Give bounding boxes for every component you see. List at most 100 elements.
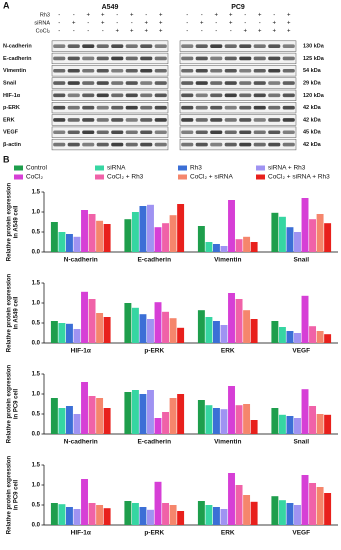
bar <box>286 227 294 252</box>
blot-band <box>96 56 109 61</box>
condition-sign: + <box>229 13 233 19</box>
bar <box>212 244 220 252</box>
blot-band <box>239 56 252 61</box>
y-tick-label: 1.0 <box>32 483 41 489</box>
blot-size: 29 kDa <box>303 81 322 87</box>
bar <box>301 475 309 525</box>
bar <box>316 331 324 343</box>
blot-band <box>253 130 266 135</box>
bar <box>301 295 309 343</box>
blot-band <box>239 81 252 85</box>
condition-sign: + <box>130 13 134 19</box>
blot-band <box>154 68 167 73</box>
blot-band <box>67 81 80 85</box>
condition-label: CoCl₂ <box>36 28 50 34</box>
blot-band <box>210 44 223 48</box>
bar <box>58 323 66 343</box>
bar <box>177 511 185 525</box>
blot-band <box>53 105 66 110</box>
blot-band <box>268 93 281 98</box>
blot-band <box>195 105 208 110</box>
legend-swatch <box>14 174 23 180</box>
bar <box>205 505 213 525</box>
blot-band <box>82 118 95 122</box>
blot-protein: N-cadherin <box>3 44 32 50</box>
bar <box>124 303 132 343</box>
panel-label: B <box>3 154 10 164</box>
bar <box>316 487 324 525</box>
blot-band <box>111 44 124 48</box>
blot-band <box>111 118 124 122</box>
blot-band <box>282 130 295 135</box>
bar <box>316 214 324 252</box>
bar <box>243 404 251 434</box>
bar <box>228 200 235 252</box>
y-tick-label: 0.5 <box>32 230 41 236</box>
bar <box>147 319 154 343</box>
bar <box>324 334 332 343</box>
y-tick-label: 1.0 <box>32 392 41 398</box>
blot-band <box>67 118 80 122</box>
y-axis-label: in PC9 cell <box>14 389 20 420</box>
blot-band <box>224 44 237 48</box>
blot-protein: VEGF <box>3 130 19 136</box>
bar <box>197 310 205 343</box>
condition-sign: + <box>243 29 247 35</box>
bar <box>131 390 139 434</box>
bar <box>169 215 177 252</box>
blot-band <box>96 93 109 98</box>
bar <box>177 204 185 252</box>
bar <box>243 310 251 343</box>
bar <box>235 239 243 252</box>
bar <box>50 398 58 434</box>
bar <box>212 321 220 343</box>
blot-band <box>125 68 138 73</box>
blot-band <box>67 142 80 147</box>
category-label: Vimentin <box>214 257 241 264</box>
blot-band <box>210 68 223 73</box>
blot-band <box>67 105 80 110</box>
legend-swatch <box>256 165 265 171</box>
bar <box>197 501 205 525</box>
blot-band <box>210 81 223 85</box>
bar <box>65 507 73 525</box>
bar <box>96 313 104 343</box>
category-label: Snail <box>293 439 309 446</box>
bar <box>96 505 104 525</box>
blot-band <box>154 105 167 110</box>
cell-line-title: PC9 <box>231 4 245 11</box>
y-tick-label: 0.0 <box>32 250 41 256</box>
blot-size: 130 kDa <box>303 44 325 50</box>
bar <box>162 223 170 252</box>
blot-band <box>82 142 95 147</box>
bar <box>65 406 73 434</box>
bar <box>73 236 81 252</box>
blot-band <box>282 56 295 61</box>
legend-swatch <box>95 174 104 180</box>
bar <box>309 483 317 525</box>
bar <box>50 222 58 252</box>
blot-band <box>140 93 153 98</box>
bar <box>294 505 301 525</box>
legend-label: siRNA <box>107 165 126 172</box>
blot-band <box>195 44 208 48</box>
bar <box>169 398 177 434</box>
blot-band <box>282 44 295 48</box>
blot-band <box>111 142 124 147</box>
blot-band <box>253 44 266 48</box>
blot-protein: ERK <box>3 117 15 123</box>
legend-label: siRNA + Rh3 <box>268 165 306 172</box>
blot-size: 54 kDa <box>303 68 322 74</box>
blot-band <box>253 105 266 110</box>
bar <box>154 418 162 434</box>
category-label: E-cadherin <box>137 439 171 446</box>
panel-label: A <box>3 0 10 10</box>
bar <box>147 509 154 525</box>
bar <box>286 331 294 343</box>
category-label: Vimentin <box>214 439 241 446</box>
legend-label: Rh3 <box>190 165 202 172</box>
condition-sign: + <box>159 21 163 27</box>
bar <box>316 414 324 434</box>
condition-sign: + <box>130 29 134 35</box>
